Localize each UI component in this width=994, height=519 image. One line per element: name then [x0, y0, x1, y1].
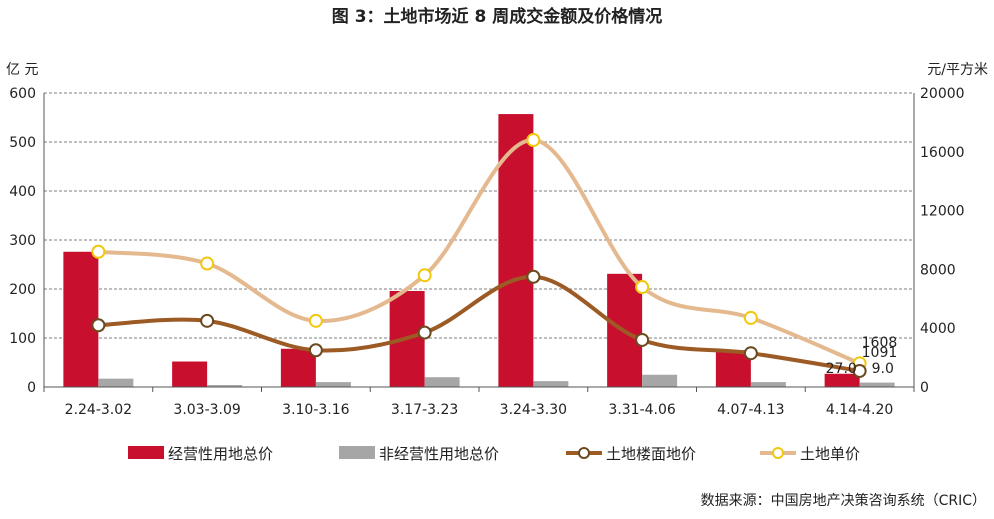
- series-marker: [743, 310, 758, 325]
- bar: [424, 377, 460, 387]
- series-marker: [526, 133, 541, 148]
- series-marker: [852, 363, 867, 378]
- legend-label: 土地单价: [800, 445, 860, 463]
- left-tick-label: 600: [9, 86, 36, 102]
- bar: [533, 381, 569, 387]
- series-line: [96, 138, 862, 366]
- data-label: 1091: [862, 345, 898, 361]
- category-label: 3.24-3.30: [500, 402, 567, 418]
- right-tick-label: 8000: [920, 262, 956, 278]
- bar: [859, 382, 895, 387]
- series-marker: [417, 268, 432, 283]
- series-line: [96, 274, 862, 373]
- category-label: 4.07-4.13: [717, 402, 784, 418]
- bar: [98, 378, 134, 387]
- series-marker: [91, 244, 106, 259]
- left-tick-label: 100: [9, 331, 36, 347]
- left-tick-label: 300: [9, 233, 36, 249]
- data-label: 1608: [862, 335, 898, 351]
- series-marker: [635, 332, 650, 347]
- right-tick-label: 12000: [920, 204, 965, 220]
- chart-title: 图 3：土地市场近 8 周成交金额及价格情况: [332, 6, 662, 27]
- source-note: 数据来源：中国房地产决策咨询系统（CRIC）: [701, 492, 986, 509]
- right-axis-unit: 元/平方米: [927, 62, 988, 78]
- legend-label: 土地楼面地价: [606, 445, 696, 463]
- bar: [824, 373, 860, 387]
- category-label: 3.31-4.06: [608, 402, 675, 418]
- left-tick-label: 0: [27, 380, 36, 396]
- series-marker: [200, 256, 215, 271]
- category-label: 3.10-3.16: [282, 402, 349, 418]
- right-tick-label: 16000: [920, 145, 965, 161]
- axes-layer: 0 100 200 300 400 500 600 0 4000 8000 12000 16000 20…: [9, 86, 964, 418]
- series-marker: [526, 269, 541, 284]
- left-tick-label: 200: [9, 282, 36, 298]
- category-label: 3.03-3.09: [173, 402, 240, 418]
- bars-layer: [63, 114, 895, 387]
- right-tick-label: 20000: [920, 86, 965, 102]
- data-label: 9.0: [872, 361, 894, 377]
- bar: [315, 382, 351, 387]
- legend-marker: [578, 447, 590, 459]
- data-label: 27.0: [826, 361, 857, 377]
- legend: 经营性用地总价 非经营性用地总价 土地楼面地价 土地单价: [128, 445, 860, 463]
- legend-label: 非经营性用地总价: [379, 445, 499, 463]
- grid-layer: [44, 92, 914, 339]
- legend-swatch: [128, 446, 164, 459]
- bar: [498, 114, 534, 387]
- left-axis-unit: 亿 元: [6, 62, 38, 78]
- series-marker: [743, 346, 758, 361]
- legend-marker: [772, 447, 784, 459]
- lines-layer: [91, 133, 867, 378]
- category-label: 2.24-3.02: [65, 402, 132, 418]
- left-tick-label: 400: [9, 184, 36, 200]
- series-marker: [200, 313, 215, 328]
- legend-swatch: [339, 446, 375, 459]
- legend-label: 经营性用地总价: [168, 445, 273, 463]
- series-marker: [635, 280, 650, 295]
- series-marker: [308, 313, 323, 328]
- bar: [750, 382, 786, 387]
- bar: [642, 374, 678, 387]
- bar: [172, 361, 208, 387]
- category-label: 4.14-4.20: [826, 402, 893, 418]
- right-tick-label: 4000: [920, 321, 956, 337]
- bar: [63, 251, 99, 387]
- series-marker: [417, 325, 432, 340]
- series-marker: [308, 343, 323, 358]
- bar: [207, 385, 243, 387]
- left-tick-label: 500: [9, 135, 36, 151]
- bar: [280, 348, 316, 387]
- category-label: 3.17-3.23: [391, 402, 458, 418]
- right-tick-label: 0: [920, 380, 929, 396]
- series-marker: [91, 318, 106, 333]
